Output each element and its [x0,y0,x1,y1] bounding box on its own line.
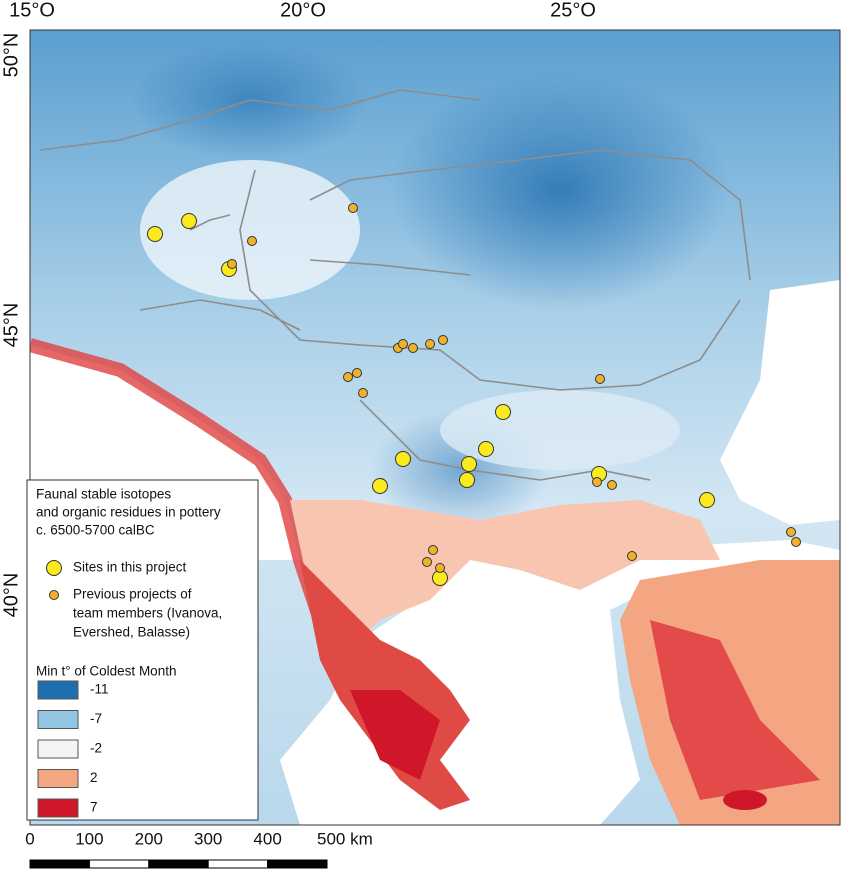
class-label: 7 [90,800,98,815]
scale-label: 300 [194,829,222,848]
scale-bar: 0 100 200 300 400 500 km [25,829,373,869]
scale-segment [207,859,269,869]
lon-label: 15°O [9,0,55,21]
scale-segment [29,859,90,869]
class-label: -11 [90,682,109,697]
legend: Faunal stable isotopes and organic resid… [26,479,259,821]
lat-label: 40°N [0,573,22,618]
color-swatch [37,680,79,700]
legend-entry: team members (Ivanova, [73,606,222,621]
scale-label: 400 [253,829,281,848]
legend-title: c. 6500-5700 calBC [36,523,155,538]
color-swatch [37,769,79,788]
color-swatch [37,710,79,729]
legend-title: Faunal stable isotopes [36,487,171,502]
color-swatch [37,798,79,818]
scale-label: 100 [75,829,103,848]
legend-title: and organic residues in pottery [36,505,221,520]
scale-label: 200 [135,829,163,848]
class-label: -2 [90,741,102,756]
color-swatch [37,739,79,759]
legend-entry: Previous projects of [73,587,192,602]
scale-title: Min t° of Coldest Month [36,664,176,679]
lat-label: 45°N [0,303,22,348]
scale-label: 0 [25,829,34,848]
scale-segment [88,859,150,869]
legend-entry: Sites in this project [73,560,187,575]
scale-segment [267,859,328,869]
lon-label: 25°O [550,0,596,21]
scale-label: 500 km [317,829,373,848]
lon-label: 20°O [280,0,326,21]
lat-label: 50°N [0,33,22,78]
scale-segment [148,859,209,869]
map-frame [29,29,841,826]
legend-entry: Evershed, Balasse) [73,625,190,640]
class-label: 2 [90,770,98,785]
class-label: -7 [90,711,102,726]
